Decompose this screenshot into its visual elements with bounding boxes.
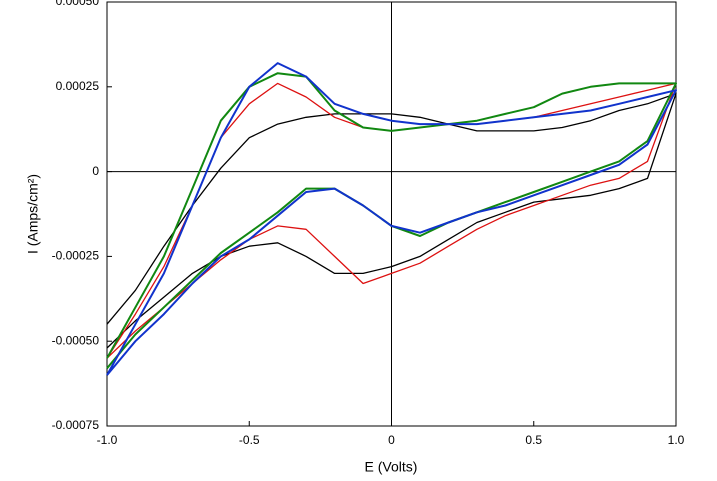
y-tick-label: 0.00025 (56, 79, 100, 93)
cv-curve (106, 92, 677, 349)
cv-curve (106, 72, 677, 369)
x-tick-label: 1.0 (668, 433, 685, 447)
y-tick-label: -0.00050 (52, 333, 100, 347)
y-tick-label: 0.00050 (56, 0, 100, 8)
y-tick-label: 0 (92, 164, 99, 178)
y-axis-label: I (Amps/cm²) (25, 174, 41, 254)
cv-curve (106, 62, 677, 376)
x-axis-label: E (Volts) (365, 459, 418, 475)
y-tick-label: -0.00025 (52, 249, 100, 263)
x-tick-label: 0 (388, 433, 395, 447)
x-tick-label: -0.5 (239, 433, 260, 447)
x-tick-label: 0.5 (525, 433, 542, 447)
x-tick-label: -1.0 (97, 433, 118, 447)
y-tick-label: -0.00075 (52, 418, 100, 432)
